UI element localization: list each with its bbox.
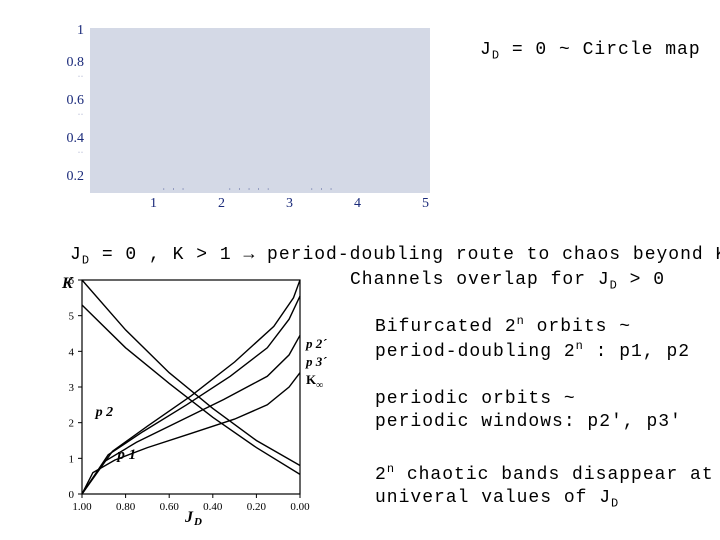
t: = 0 ~ Circle map xyxy=(500,40,701,60)
t: J xyxy=(480,40,492,60)
svg-text:p 3´: p 3´ xyxy=(305,354,327,369)
t: = 0 , K > 1 → period-doubling route to c… xyxy=(90,245,720,265)
svg-text:0.60: 0.60 xyxy=(160,501,180,513)
svg-text:1: 1 xyxy=(69,453,75,465)
bottom-chart-svg: 01234561.000.800.600.400.200.00KJDp 2´p … xyxy=(50,272,350,526)
t: univeral values of J xyxy=(375,488,611,508)
ytick-label: 1 xyxy=(77,23,84,38)
svg-text:J: J xyxy=(184,509,194,526)
svg-text:0.00: 0.00 xyxy=(290,501,310,513)
ytick-label: 0.8 xyxy=(67,55,85,70)
t-sup: n xyxy=(387,462,395,476)
top-chart-plot-area xyxy=(90,28,430,193)
ytick: 0.4 ·· xyxy=(50,132,84,156)
ytick-label: 0.4 xyxy=(67,131,85,146)
t-sup: n xyxy=(576,339,584,353)
ytick-label: 0.2 xyxy=(67,169,85,184)
minor-ticks: ··· xyxy=(310,186,339,193)
t: period-doubling 2 xyxy=(375,342,576,362)
xtick: 2 xyxy=(218,196,225,212)
bottom-chart: 01234561.000.800.600.400.200.00KJDp 2´p … xyxy=(50,272,350,526)
xtick: 3 xyxy=(286,196,293,212)
ytick: 0.8 ·· xyxy=(50,56,84,80)
svg-text:1.00: 1.00 xyxy=(72,501,92,513)
caption-channels-overlap: Channels overlap for JD > 0 xyxy=(350,270,665,293)
svg-text:4: 4 xyxy=(69,346,75,358)
t-sub: D xyxy=(492,49,500,63)
t: Channels overlap for J xyxy=(350,270,610,290)
minor-ticks: ····· xyxy=(228,186,276,193)
t: J xyxy=(70,245,82,265)
minor-ticks: ··· xyxy=(162,186,191,193)
svg-text:p 2´: p 2´ xyxy=(305,336,327,351)
minor-ticks: ·· xyxy=(50,112,84,118)
page-root: 1 0.8·· 0.6·· 0.4·· 0.2 ··· ····· ··· 1 … xyxy=(0,0,720,540)
t: chaotic bands disappear at xyxy=(395,465,714,485)
xtick-label: 3 xyxy=(286,196,293,211)
xtick-label: 4 xyxy=(354,196,361,211)
minor-ticks: ·· xyxy=(50,150,84,156)
caption-circle-map: JD = 0 ~ Circle map xyxy=(480,40,701,63)
xtick: 5 xyxy=(422,196,429,212)
svg-text:K: K xyxy=(61,275,74,292)
svg-text:D: D xyxy=(193,516,202,526)
minor-ticks: ·· xyxy=(50,74,84,80)
svg-text:0.80: 0.80 xyxy=(116,501,136,513)
text-chaotic-bands: 2n chaotic bands disappear at univeral v… xyxy=(375,462,714,513)
svg-text:0: 0 xyxy=(69,489,75,501)
ytick: 0.6 ·· xyxy=(50,94,84,118)
t-sub: D xyxy=(82,254,90,268)
t-sub: D xyxy=(610,279,618,293)
svg-text:2: 2 xyxy=(69,418,75,430)
xtick-label: 1 xyxy=(150,196,157,211)
text-periodic-orbits: periodic orbits ~ periodic windows: p2',… xyxy=(375,388,682,435)
xtick: 4 xyxy=(354,196,361,212)
xtick-label: 2 xyxy=(218,196,225,211)
t: periodic windows: p2', p3' xyxy=(375,412,682,432)
ytick-label: 0.6 xyxy=(67,93,85,108)
svg-text:∞: ∞ xyxy=(316,380,323,391)
svg-text:p 2: p 2 xyxy=(95,405,114,420)
svg-text:0.20: 0.20 xyxy=(247,501,267,513)
top-chart: 1 0.8·· 0.6·· 0.4·· 0.2 ··· ····· ··· 1 … xyxy=(50,10,450,210)
t-sub: D xyxy=(611,497,619,511)
svg-text:0.40: 0.40 xyxy=(203,501,223,513)
t: 2 xyxy=(375,465,387,485)
ytick: 1 xyxy=(50,24,84,38)
ytick: 0.2 xyxy=(50,170,84,184)
xtick: 1 xyxy=(150,196,157,212)
t: > 0 xyxy=(618,270,665,290)
xtick-label: 5 xyxy=(422,196,429,211)
svg-text:p 1: p 1 xyxy=(115,447,136,463)
t: orbits ~ xyxy=(525,317,631,337)
t-sup: n xyxy=(517,314,525,328)
svg-text:5: 5 xyxy=(69,311,75,323)
t: periodic orbits ~ xyxy=(375,389,576,409)
caption-period-doubling: JD = 0 , K > 1 → period-doubling route t… xyxy=(70,245,720,268)
text-bifurcated-orbits: Bifurcated 2n orbits ~ period-doubling 2… xyxy=(375,314,690,365)
t: Bifurcated 2 xyxy=(375,317,517,337)
svg-text:3: 3 xyxy=(69,382,75,394)
t: : p1, p2 xyxy=(584,342,690,362)
